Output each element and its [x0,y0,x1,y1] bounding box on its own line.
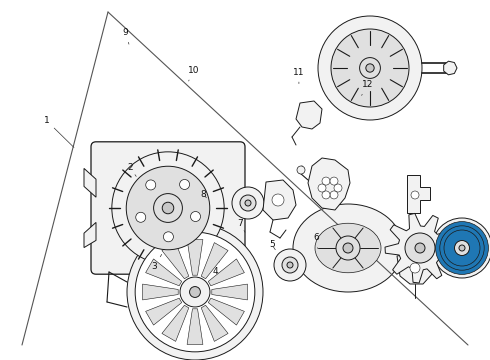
Circle shape [135,232,255,352]
Circle shape [343,243,353,253]
Polygon shape [212,284,247,300]
Circle shape [318,16,422,120]
Polygon shape [208,259,245,286]
Circle shape [405,233,435,263]
Polygon shape [208,298,245,325]
Polygon shape [84,168,96,197]
Polygon shape [443,61,457,75]
Circle shape [432,218,490,278]
Text: 3: 3 [151,255,162,271]
Circle shape [411,191,419,199]
Circle shape [459,245,465,251]
Circle shape [336,236,360,260]
Circle shape [366,64,374,72]
Circle shape [240,195,256,211]
Circle shape [360,58,380,78]
Polygon shape [407,175,430,213]
Text: 12: 12 [362,80,373,95]
Text: 1: 1 [44,116,74,148]
Circle shape [440,226,484,270]
Polygon shape [162,243,189,279]
Text: 6: 6 [313,233,319,248]
Circle shape [287,262,293,268]
Polygon shape [187,309,203,345]
Circle shape [153,194,182,222]
Circle shape [415,243,425,253]
Text: 7: 7 [237,219,245,232]
Circle shape [331,29,409,107]
Polygon shape [385,213,454,283]
Circle shape [410,263,420,273]
Circle shape [444,230,480,266]
Circle shape [163,232,173,242]
Circle shape [245,200,251,206]
Circle shape [282,257,298,273]
Polygon shape [201,305,228,341]
Text: 8: 8 [200,190,206,199]
Polygon shape [84,222,96,248]
Circle shape [162,202,174,214]
Circle shape [330,177,338,185]
Circle shape [330,191,338,199]
Polygon shape [263,180,296,220]
FancyBboxPatch shape [91,142,245,274]
Ellipse shape [293,204,403,292]
Polygon shape [201,243,228,279]
Polygon shape [162,305,189,341]
Circle shape [272,194,284,206]
Circle shape [297,166,305,174]
Circle shape [232,187,264,219]
Circle shape [136,212,146,222]
Circle shape [322,191,330,199]
Circle shape [112,152,224,264]
Text: 4: 4 [213,262,220,276]
Text: 9: 9 [122,28,129,44]
Circle shape [126,166,210,250]
Circle shape [274,249,306,281]
Text: 5: 5 [269,240,275,250]
Text: 11: 11 [293,68,305,84]
Circle shape [191,212,200,221]
Circle shape [146,180,156,190]
Circle shape [318,184,326,192]
Polygon shape [296,101,322,129]
Polygon shape [397,252,433,284]
Ellipse shape [315,223,381,273]
Circle shape [180,277,210,307]
Circle shape [180,180,190,189]
Text: 2: 2 [127,163,136,176]
Circle shape [455,240,469,256]
Circle shape [436,222,489,274]
Text: 10: 10 [188,66,199,81]
Polygon shape [143,284,178,300]
Circle shape [127,224,263,360]
Polygon shape [146,298,182,325]
Polygon shape [308,158,350,210]
Polygon shape [146,259,182,286]
Circle shape [322,177,330,185]
Circle shape [334,184,342,192]
Polygon shape [187,239,203,275]
Circle shape [190,287,200,297]
